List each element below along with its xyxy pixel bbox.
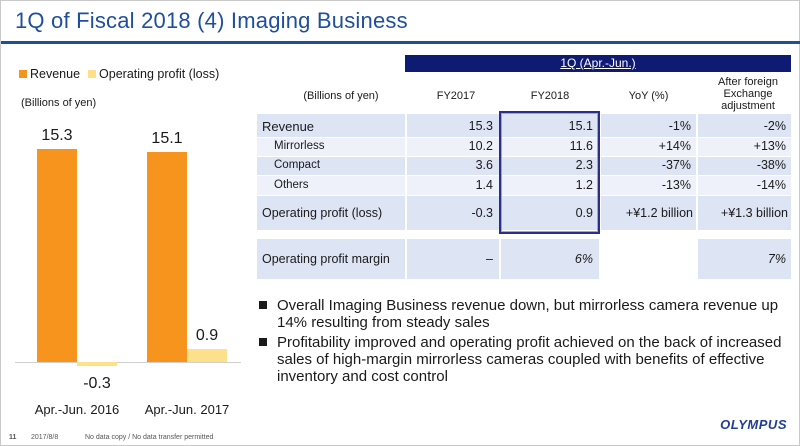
cell-compact-fx: -38% — [756, 158, 786, 172]
cell-mirrorless-fy2018: 11.6 — [569, 139, 593, 153]
cell-others-yoy: -13% — [661, 178, 691, 192]
x-axis-category-label: Apr.-Jun. 2017 — [144, 402, 230, 417]
operating-profit-bar — [77, 362, 117, 367]
cell-others-fy2017: 1.4 — [475, 178, 493, 192]
cell-revenue-fx: -2% — [763, 119, 786, 133]
cell-revenue-fy2017: 15.3 — [468, 119, 493, 133]
row-bg-revenue — [257, 114, 791, 137]
column-header-fy2017: FY2017 — [436, 90, 476, 102]
slide-title: 1Q of Fiscal 2018 (4) Imaging Business — [15, 8, 408, 33]
cell-op-profit-fy2018: 0.9 — [575, 206, 593, 220]
page-number: 11 — [9, 434, 17, 441]
bullet-square-icon — [259, 338, 267, 346]
title-rule — [1, 41, 800, 44]
chart-legend: Revenue Operating profit (loss) — [19, 67, 219, 81]
table-units-header: (Billions of yen) — [303, 90, 379, 102]
legend-swatch-operating-profit — [88, 70, 97, 78]
bullet-list: Overall Imaging Business revenue down, b… — [259, 297, 789, 388]
x-axis-category-label: Apr.-Jun. 2016 — [34, 402, 120, 417]
operating-profit-data-label: 0.9 — [195, 327, 219, 345]
row-bg-operating-profit — [257, 195, 791, 230]
cell-others-fy2018: 1.2 — [575, 178, 593, 192]
cell-compact-fy2018: 2.3 — [575, 158, 593, 172]
bullet-item: Overall Imaging Business revenue down, b… — [259, 297, 789, 331]
cell-mirrorless-yoy: +14% — [658, 139, 691, 153]
chart-units: (Billions of yen) — [21, 97, 97, 109]
chart-baseline — [15, 362, 241, 363]
legend-label-operating-profit: Operating profit (loss) — [99, 67, 220, 81]
revenue-profit-bar-chart: 15.3 -0.3 Apr.-Jun. 2016 15.1 0.9 Apr.-Jun. 2… — [1, 1, 251, 446]
cell-mirrorless-fx: +13% — [753, 139, 786, 153]
cell-revenue-fy2018: 15.1 — [568, 119, 593, 133]
cell-mirrorless-fy2017: 10.2 — [468, 139, 493, 153]
row-bg-others — [257, 175, 791, 195]
column-header-fx-adjusted: After foreign Exchange adjustment — [718, 76, 778, 112]
legend-label-revenue: Revenue — [30, 67, 81, 81]
bullet-square-icon — [259, 301, 267, 309]
footer: 11 2017/8/8 No data copy / No data trans… — [1, 429, 800, 446]
row-label-revenue: Revenue — [262, 119, 315, 134]
legend-swatch-revenue — [19, 70, 27, 78]
revenue-bar — [37, 149, 77, 362]
footer-note: No data copy / No data transfer permitte… — [85, 434, 214, 441]
row-label-operating-profit: Operating profit (loss) — [262, 206, 383, 220]
revenue-data-label: 15.3 — [41, 127, 73, 145]
bullet-item: Profitability improved and operating pro… — [259, 334, 789, 385]
cell-others-fx: -14% — [756, 178, 786, 192]
footer-date: 2017/8/8 — [31, 434, 59, 441]
column-header-fy2018: FY2018 — [530, 90, 570, 102]
row-label-others: Others — [274, 179, 309, 191]
revenue-data-label: 15.1 — [151, 130, 183, 148]
company-logo: OLYMPUS — [720, 417, 787, 432]
row-bg-margin — [257, 239, 791, 279]
cell-revenue-yoy: -1% — [668, 119, 691, 133]
cell-compact-fy2017: 3.6 — [475, 158, 493, 172]
cell-op-profit-fx: +¥1.3 billion — [720, 206, 788, 220]
cell-op-profit-fy2017: -0.3 — [471, 206, 493, 220]
cell-margin-fy2018: 6% — [574, 252, 593, 266]
row-label-margin: Operating profit margin — [262, 252, 390, 266]
cell-margin-fx: 7% — [767, 252, 786, 266]
revenue-bar — [147, 152, 187, 362]
cell-compact-yoy: -37% — [661, 158, 691, 172]
cell-op-profit-yoy: +¥1.2 billion — [625, 206, 693, 220]
operating-profit-data-label: -0.3 — [83, 375, 111, 392]
row-label-compact: Compact — [274, 159, 321, 171]
row-bg-compact — [257, 156, 791, 175]
column-header-yoy: YoY (%) — [628, 90, 669, 102]
row-bg-mirrorless — [257, 137, 791, 156]
period-header: 1Q (Apr.-Jun.) — [405, 55, 791, 72]
fy2018-highlight-frame — [499, 111, 600, 234]
cell-margin-fy2017: – — [486, 252, 493, 266]
row-label-mirrorless: Mirrorless — [274, 140, 325, 152]
operating-profit-bar — [187, 349, 227, 362]
